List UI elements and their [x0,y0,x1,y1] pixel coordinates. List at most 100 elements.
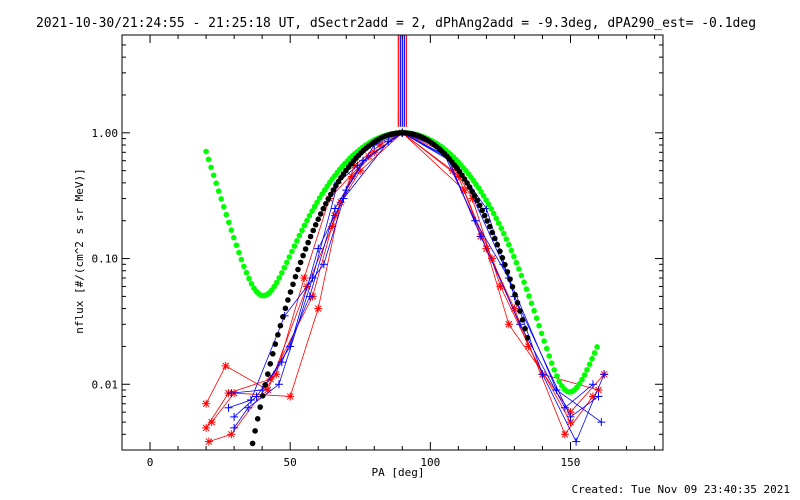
fit-point [205,156,212,163]
y-axis-label: nflux [#/(cm^2 s sr MeV)] [73,168,86,334]
fit-point [469,188,475,195]
data-point [246,395,255,404]
data-point [207,418,216,427]
fit-point [538,330,545,337]
fit-point [492,235,498,242]
fit-point [307,233,314,240]
fit-point [526,293,532,299]
fit-point [504,269,511,275]
fit-point [519,317,526,323]
fit-point [499,254,506,261]
fit-point [548,360,555,367]
data-point [224,403,233,412]
series-line [211,132,571,423]
fit-point [495,220,502,226]
fit-point [267,361,274,367]
fit-point [497,248,503,254]
fit-point [533,315,540,322]
data-point [314,304,323,313]
fit-point [556,378,563,385]
data-point [286,342,295,351]
fit-point [513,259,520,266]
fit-point [328,191,334,198]
fit-point [518,272,525,279]
fit-point [306,212,313,219]
fit-point [501,230,507,237]
data-point [538,370,547,379]
fit-point [295,266,301,273]
fit-point [484,218,491,224]
fit-point [490,210,497,217]
data-point [319,260,328,269]
data-point [471,216,480,225]
fit-point [514,300,521,306]
fit-point [502,261,508,268]
data-point [227,430,236,439]
fit-point [275,332,281,338]
fit-point [485,201,492,208]
fit-point [231,234,237,241]
data-point [202,423,211,432]
fit-point [284,259,290,266]
fit-point [281,264,288,271]
fit-point [265,371,271,377]
series-line [228,132,605,443]
created-timestamp: Created: Tue Nov 09 23:40:35 2021 [571,483,790,496]
fit-point [476,202,483,209]
fit-point [280,314,286,320]
fit-point [479,207,486,214]
fit-point [531,307,537,314]
data-point [496,282,505,291]
fit-point [218,196,224,202]
fit-point [236,249,242,256]
fit-point [330,187,337,193]
fit-point [304,217,310,224]
plot-frame [121,34,664,451]
data-point [384,137,393,146]
fit-point [503,236,510,242]
data-point [560,403,569,412]
fit-point [249,440,256,447]
plot-area: 0 50 100 150 0.01 0.10 1.00 [92,34,664,469]
fit-point [213,180,219,186]
fit-point [309,208,315,214]
fit-point [314,199,320,206]
fit-point [521,279,527,286]
fit-point [277,322,284,329]
fit-point [254,416,261,422]
fit-point [325,196,332,202]
fit-point [241,263,247,270]
fit-point [523,286,530,292]
fit-point [300,252,306,259]
data-point [300,274,309,283]
fit-point [286,254,293,260]
data-point [566,418,575,427]
fit-point [290,281,296,288]
x-tick-label: 100 [420,456,440,469]
fit-point [584,367,590,373]
data-point [566,412,575,421]
data-point [274,380,283,389]
fit-point [215,188,222,194]
fit-point [273,279,280,286]
fit-point [507,276,513,283]
fit-point [223,211,230,218]
fit-point [270,351,276,357]
fit-point [581,372,588,378]
fit-point [489,229,496,236]
data-point [272,370,281,379]
data-point [230,412,239,421]
y-tick-label: 1.00 [92,127,119,140]
fit-point [586,361,593,368]
fit-point [301,222,308,229]
data-point [277,358,286,367]
fit-point [511,253,517,260]
fit-point [323,201,329,207]
fit-point [291,243,298,249]
fit-point [333,182,339,189]
fit-point [466,184,473,190]
data-point [560,430,569,439]
fit-point [299,227,305,234]
fit-point [589,355,595,362]
